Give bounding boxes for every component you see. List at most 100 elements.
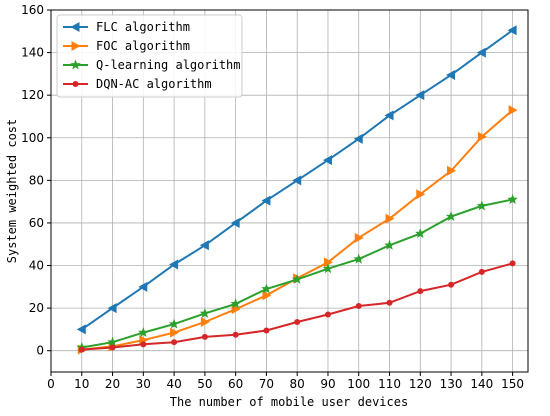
data-point <box>507 25 517 36</box>
data-point <box>445 211 457 222</box>
legend-label: Q-learning algorithm <box>96 58 241 72</box>
legend-label: FOC algorithm <box>96 39 190 53</box>
data-point <box>385 213 395 224</box>
data-point <box>200 316 210 327</box>
series-dqn-ac-algorithm <box>78 260 516 353</box>
data-point <box>322 263 334 274</box>
series-group <box>76 25 518 355</box>
data-point <box>509 260 516 267</box>
y-tick-label: 120 <box>21 88 44 102</box>
x-tick-label: 100 <box>347 377 370 391</box>
data-point <box>294 318 301 325</box>
x-tick-label: 60 <box>228 377 243 391</box>
x-tick-label: 90 <box>320 377 335 391</box>
data-point <box>476 47 486 58</box>
data-point <box>354 232 364 243</box>
data-point <box>417 288 424 295</box>
legend-marker <box>71 41 81 51</box>
legend-label: DQN-AC algorithm <box>96 77 212 91</box>
legend-marker <box>70 59 81 70</box>
data-point <box>415 90 425 101</box>
y-tick-label: 60 <box>29 216 44 230</box>
data-point <box>138 327 149 338</box>
data-point <box>416 189 426 200</box>
x-tick-label: 110 <box>378 377 401 391</box>
x-tick-label: 140 <box>470 377 493 391</box>
data-point <box>107 336 118 347</box>
data-point <box>171 339 178 346</box>
data-point <box>415 228 426 239</box>
data-point <box>76 324 86 335</box>
x-tick-label: 30 <box>136 377 151 391</box>
data-point <box>447 165 457 176</box>
data-point <box>507 194 518 204</box>
data-point <box>355 302 362 309</box>
y-tick-label: 160 <box>21 3 44 17</box>
data-point <box>476 200 488 211</box>
y-axis-ticks: 0 20 40 60 80 100 120 140 160 <box>21 3 51 358</box>
data-point <box>324 311 331 318</box>
data-point <box>232 331 239 338</box>
y-axis-title: System weighted cost <box>5 119 19 264</box>
y-tick-label: 140 <box>21 46 44 60</box>
data-point <box>353 133 363 144</box>
x-tick-label: 130 <box>440 377 463 391</box>
legend-marker <box>70 22 80 32</box>
data-point <box>107 303 117 314</box>
plot-area-frame <box>50 9 529 373</box>
data-point <box>386 299 393 306</box>
legend-label: FLC algorithm <box>96 20 190 34</box>
x-axis-ticks: 0 10 20 30 40 50 60 70 80 90 100 110 120 130 140 150 <box>47 372 524 391</box>
x-tick-label: 80 <box>290 377 305 391</box>
y-tick-label: 20 <box>29 301 44 315</box>
data-point <box>291 273 303 284</box>
data-point <box>199 307 211 318</box>
legend: FLC algorithm FOC algorithm Q-learning alg… <box>56 14 243 98</box>
data-point <box>169 259 179 270</box>
series-flc-algorithm <box>76 25 517 335</box>
y-tick-label: 100 <box>21 131 44 145</box>
data-point <box>261 195 271 206</box>
y-tick-label: 80 <box>29 173 44 187</box>
data-point <box>138 281 148 292</box>
data-point <box>448 281 455 288</box>
data-point <box>262 290 272 301</box>
data-point <box>78 346 85 353</box>
x-tick-label: 10 <box>74 377 89 391</box>
x-tick-label: 120 <box>409 377 432 391</box>
data-point <box>323 257 333 268</box>
data-point <box>508 105 518 116</box>
legend-box <box>56 14 243 98</box>
data-point <box>353 253 364 264</box>
data-point <box>140 341 147 348</box>
x-tick-label: 150 <box>501 377 524 391</box>
legend-marker <box>72 81 79 87</box>
data-point <box>446 69 456 80</box>
data-point <box>201 333 208 340</box>
legend-item: DQN-AC algorithm <box>63 77 212 91</box>
data-point <box>170 327 180 338</box>
series-foc-algorithm <box>77 105 518 355</box>
legend-item: FOC algorithm <box>63 39 190 53</box>
data-point <box>478 268 485 275</box>
x-tick-label: 40 <box>166 377 181 391</box>
legend-item: Q-learning algorithm <box>63 58 241 72</box>
x-tick-label: 20 <box>105 377 120 391</box>
x-axis-title: The number of mobile user devices <box>170 395 408 409</box>
data-point <box>199 240 209 251</box>
data-point <box>292 175 302 186</box>
y-tick-label: 0 <box>36 344 44 358</box>
data-point <box>230 298 241 309</box>
data-point <box>230 217 240 228</box>
x-tick-label: 50 <box>197 377 212 391</box>
data-point <box>384 239 395 250</box>
data-point <box>477 131 487 142</box>
data-point <box>261 283 272 294</box>
x-tick-label: 70 <box>259 377 274 391</box>
y-tick-label: 40 <box>29 259 44 273</box>
data-point <box>322 155 332 166</box>
series-q-learning-algorithm <box>76 194 518 352</box>
legend-item: FLC algorithm <box>63 20 190 34</box>
data-point <box>109 344 116 351</box>
